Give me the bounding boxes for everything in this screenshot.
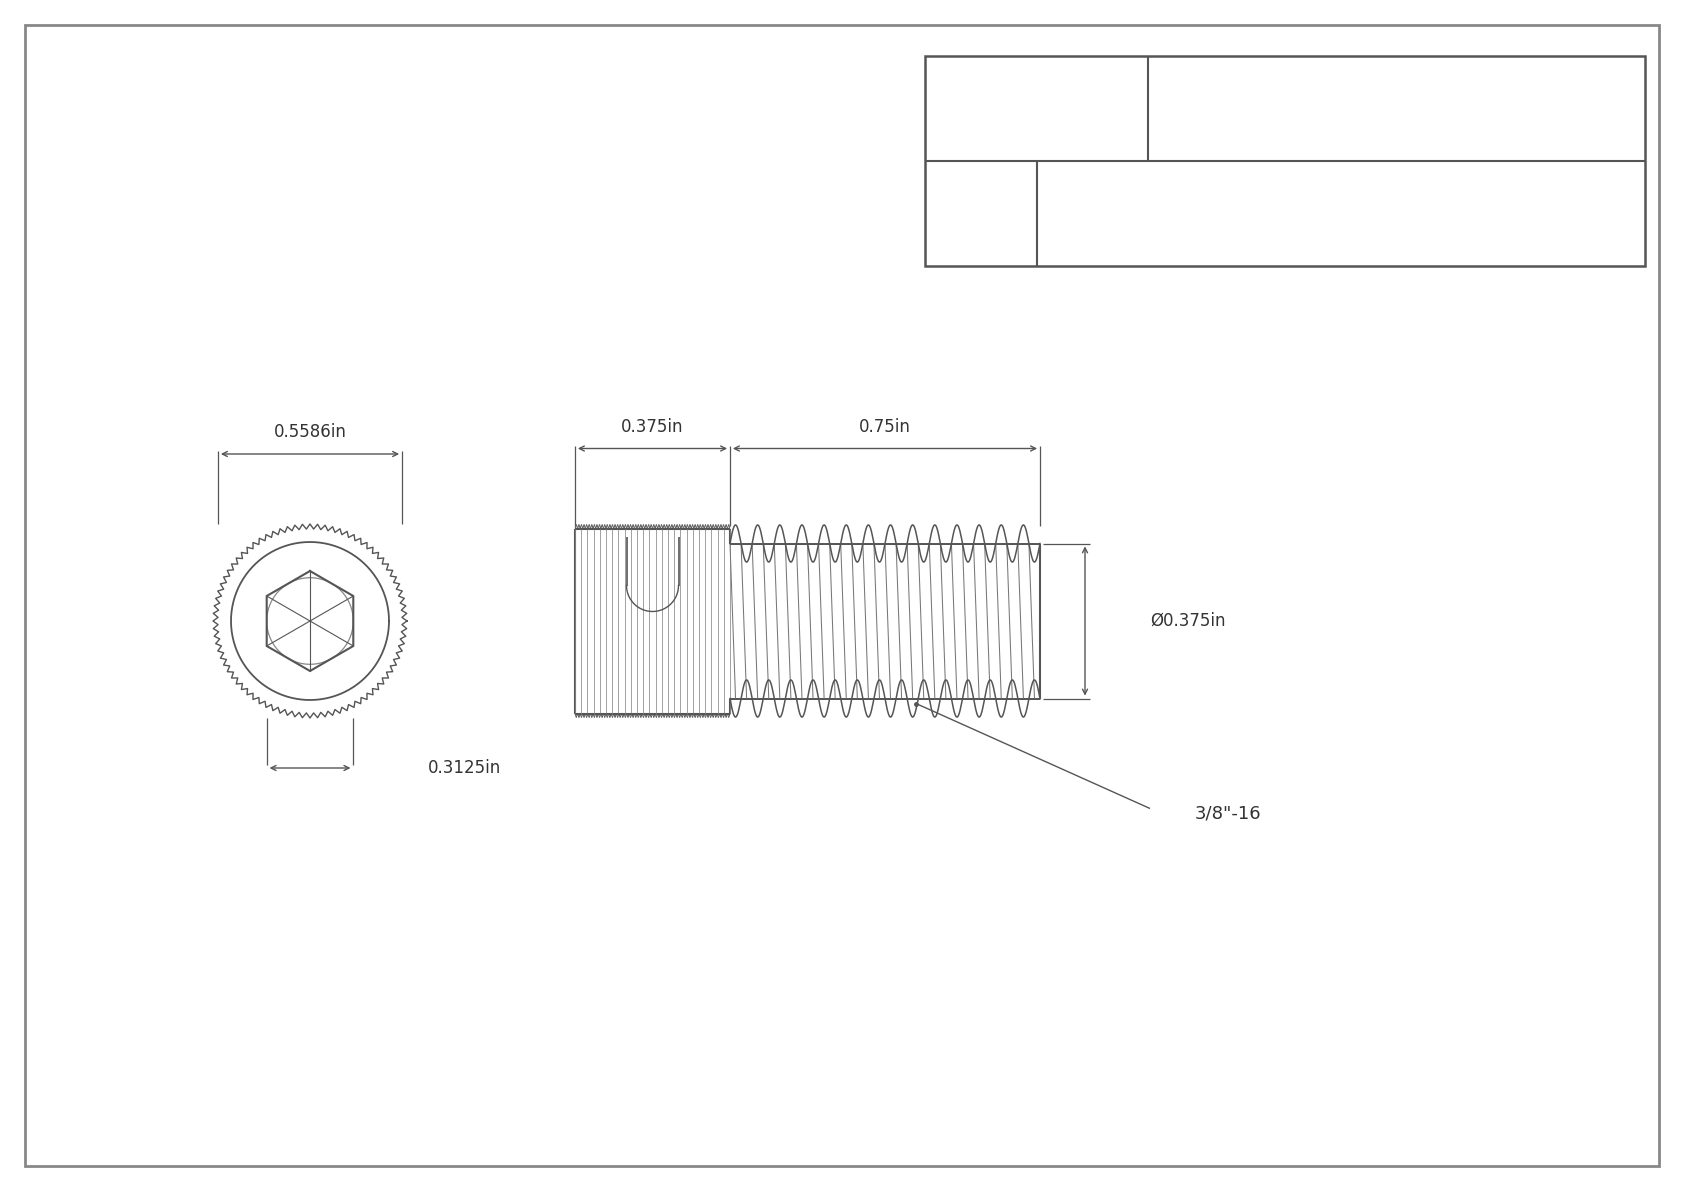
Text: 3/8"-16: 3/8"-16: [1196, 804, 1261, 823]
Text: Email: lilybearing@lily-bearing.com: Email: lilybearing@lily-bearing.com: [1261, 117, 1532, 132]
Text: LILY: LILY: [972, 80, 1101, 137]
Polygon shape: [1297, 94, 1372, 204]
Text: Ø0.375in: Ø0.375in: [1150, 612, 1226, 630]
Bar: [925, 56, 1645, 266]
Text: 0.375in: 0.375in: [621, 418, 684, 436]
Text: ®: ®: [1103, 75, 1120, 94]
Text: Number: Number: [948, 214, 1014, 232]
Polygon shape: [1320, 73, 1349, 85]
Text: SHANGHAI LILY BEARING LIMITED: SHANGHAI LILY BEARING LIMITED: [1228, 83, 1566, 101]
Text: 0.3125in: 0.3125in: [428, 759, 502, 777]
Text: JCBJGAGCC: JCBJGAGCC: [1268, 187, 1413, 212]
Polygon shape: [1297, 79, 1372, 108]
Text: 0.5586in: 0.5586in: [273, 423, 347, 441]
Text: 0.75in: 0.75in: [859, 418, 911, 436]
Polygon shape: [1371, 118, 1475, 179]
Text: Part: Part: [965, 197, 997, 214]
Text: Screws and Bolts: Screws and Bolts: [1265, 218, 1418, 237]
